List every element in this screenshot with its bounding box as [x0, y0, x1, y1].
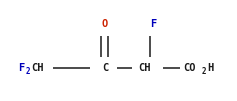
Text: F: F [18, 63, 24, 73]
Text: 2: 2 [26, 67, 31, 76]
Text: H: H [207, 63, 213, 73]
Text: O: O [102, 19, 108, 29]
Text: F: F [150, 19, 156, 29]
Text: 2: 2 [202, 67, 207, 76]
Text: CH: CH [138, 63, 150, 73]
Text: C: C [102, 63, 108, 73]
Text: CO: CO [183, 63, 196, 73]
Text: CH: CH [31, 63, 44, 73]
